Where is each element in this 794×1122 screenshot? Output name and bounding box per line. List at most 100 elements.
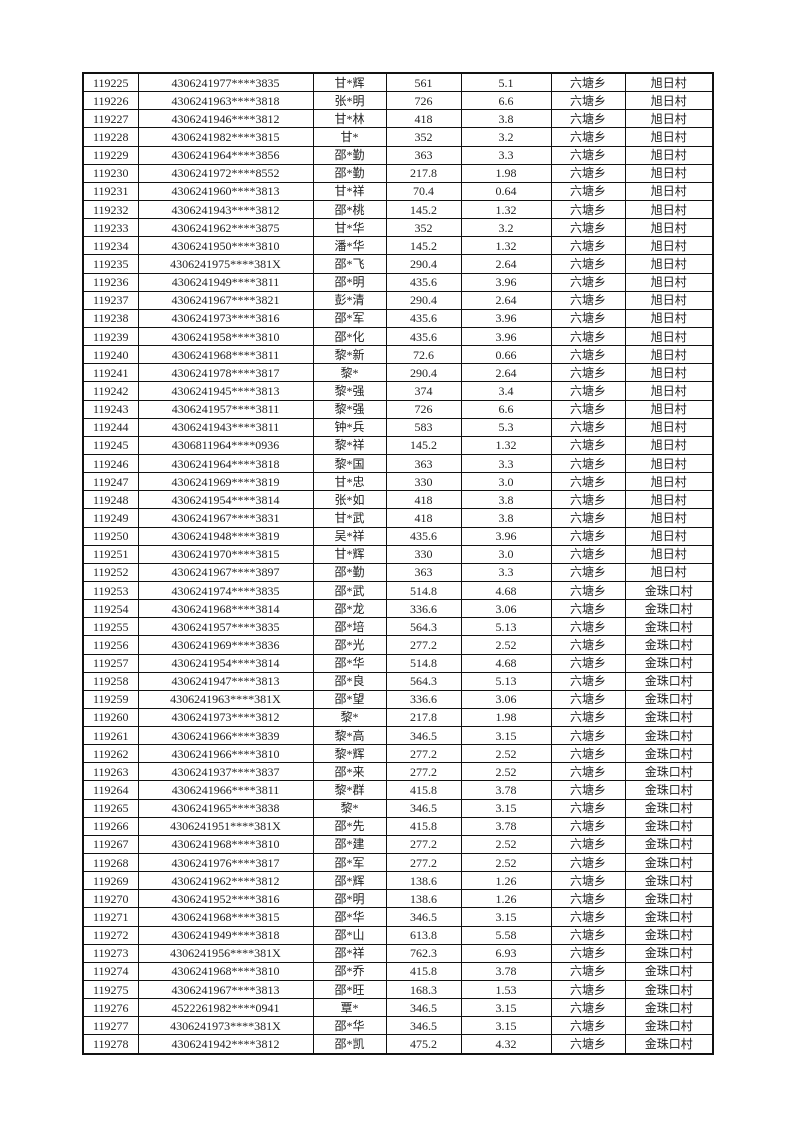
table-row: 119257 4306241954****3814 邵*华 514.8 4.68 六塘乡金… bbox=[82, 653, 714, 673]
village-cell: 金珠口村 bbox=[624, 907, 714, 927]
table-row: 119241 4306241978****3817 黎* 290.4 2.64 六塘乡 旭日… bbox=[82, 363, 714, 383]
village-cell: 金珠口村 bbox=[624, 1016, 714, 1036]
serial-number-cell: 119271 bbox=[82, 907, 139, 927]
amount-cell: 217.8 bbox=[385, 163, 462, 183]
village-cell: 旭日村 bbox=[624, 562, 714, 582]
village-cell: 旭日村 bbox=[624, 526, 714, 546]
amount-cell: 726 bbox=[385, 91, 462, 111]
id-card-cell: 4306241967****3821 bbox=[137, 290, 314, 310]
id-card-cell: 4306241968****3810 bbox=[137, 834, 314, 855]
amount-cell: 564.3 bbox=[385, 671, 462, 691]
village-cell: 旭日村 bbox=[624, 544, 714, 564]
amount-cell: 277.2 bbox=[385, 853, 462, 873]
id-card-cell: 4306241975****381X bbox=[137, 254, 314, 274]
amount-cell: 475.2 bbox=[385, 1034, 462, 1055]
id-card-cell: 4306241963****3818 bbox=[137, 91, 314, 111]
table-row: 119254 4306241968****3814 邵*龙 336.6 3.06 六塘乡金… bbox=[82, 599, 714, 619]
serial-number-cell: 119226 bbox=[82, 91, 139, 111]
id-card-cell: 4306241962****3812 bbox=[137, 871, 314, 891]
table-row: 119233 4306241962****3875 甘*华 352 3.2 六塘乡 旭日村 bbox=[82, 218, 714, 238]
township-cell: 六塘乡 bbox=[550, 599, 626, 619]
village-cell: 金珠口村 bbox=[624, 980, 714, 1000]
serial-number-cell: 119260 bbox=[82, 707, 139, 728]
table-row: 119242 4306241945****3813 黎*强 374 3.4 六塘乡 旭日村 bbox=[82, 381, 714, 401]
quantity-cell: 3.78 bbox=[460, 816, 552, 836]
township-cell: 六塘乡 bbox=[550, 635, 626, 655]
serial-number-cell: 119227 bbox=[82, 109, 139, 129]
village-cell: 金珠口村 bbox=[624, 816, 714, 836]
amount-cell: 346.5 bbox=[385, 726, 462, 746]
amount-cell: 168.3 bbox=[385, 980, 462, 1000]
amount-cell: 138.6 bbox=[385, 871, 462, 891]
quantity-cell: 3.78 bbox=[460, 780, 552, 800]
table-row: 119271 4306241968****3815 邵*华 346.5 3.15 六塘乡金… bbox=[82, 907, 714, 927]
village-cell: 金珠口村 bbox=[624, 653, 714, 673]
township-cell: 六塘乡 bbox=[550, 726, 626, 746]
serial-number-cell: 119252 bbox=[82, 562, 139, 582]
amount-cell: 418 bbox=[385, 508, 462, 528]
township-cell: 六塘乡 bbox=[550, 417, 626, 437]
id-card-cell: 4306241946****3812 bbox=[137, 109, 314, 129]
table-row: 119229 4306241964****3856 邵*勤 363 3.3 六塘乡 旭日村 bbox=[82, 145, 714, 165]
amount-cell: 290.4 bbox=[385, 254, 462, 274]
serial-number-cell: 119258 bbox=[82, 671, 139, 691]
quantity-cell: 1.32 bbox=[460, 435, 552, 455]
township-cell: 六塘乡 bbox=[550, 853, 626, 873]
id-card-cell: 4306241950****3810 bbox=[137, 236, 314, 256]
quantity-cell: 3.15 bbox=[460, 907, 552, 927]
village-cell: 金珠口村 bbox=[624, 726, 714, 746]
township-cell: 六塘乡 bbox=[550, 109, 626, 129]
village-cell: 旭日村 bbox=[624, 272, 714, 292]
quantity-cell: 3.0 bbox=[460, 472, 552, 492]
id-card-cell: 4306241970****3815 bbox=[137, 544, 314, 564]
village-cell: 金珠口村 bbox=[624, 635, 714, 655]
serial-number-cell: 119276 bbox=[82, 998, 139, 1018]
name-cell: 邵*军 bbox=[312, 308, 387, 328]
village-cell: 金珠口村 bbox=[624, 671, 714, 691]
serial-number-cell: 119246 bbox=[82, 453, 139, 474]
quantity-cell: 3.96 bbox=[460, 526, 552, 546]
quantity-cell: 6.6 bbox=[460, 91, 552, 111]
serial-number-cell: 119259 bbox=[82, 689, 139, 709]
amount-cell: 363 bbox=[385, 453, 462, 474]
village-cell: 金珠口村 bbox=[624, 780, 714, 800]
amount-cell: 290.4 bbox=[385, 363, 462, 383]
amount-cell: 217.8 bbox=[385, 707, 462, 728]
village-cell: 旭日村 bbox=[624, 163, 714, 183]
table-row: 119246 4306241964****3818 黎*国 363 3.3 六塘乡 旭日村 bbox=[82, 453, 714, 474]
village-cell: 旭日村 bbox=[624, 381, 714, 401]
village-cell: 旭日村 bbox=[624, 254, 714, 274]
village-cell: 旭日村 bbox=[624, 109, 714, 129]
id-card-cell: 4306241964****3856 bbox=[137, 145, 314, 165]
table-row: 119235 4306241975****381X 邵*飞 290.4 2.64 六塘乡旭… bbox=[82, 254, 714, 274]
amount-cell: 336.6 bbox=[385, 689, 462, 709]
id-card-cell: 4306241964****3818 bbox=[137, 453, 314, 474]
table-row: 119264 4306241966****3811 黎*群 415.8 3.78 六塘乡金… bbox=[82, 780, 714, 800]
serial-number-cell: 119245 bbox=[82, 435, 139, 455]
table-row: 119274 4306241968****3810 邵*乔 415.8 3.78 六塘乡金… bbox=[82, 961, 714, 982]
table-row: 119226 4306241963****3818 张*明 726 6.6 六塘乡 旭日村 bbox=[82, 91, 714, 111]
serial-number-cell: 119270 bbox=[82, 889, 139, 909]
name-cell: 邵*明 bbox=[312, 272, 387, 292]
township-cell: 六塘乡 bbox=[550, 871, 626, 891]
village-cell: 金珠口村 bbox=[624, 1034, 714, 1055]
quantity-cell: 3.3 bbox=[460, 453, 552, 474]
id-card-cell: 4306241963****381X bbox=[137, 689, 314, 709]
serial-number-cell: 119242 bbox=[82, 381, 139, 401]
quantity-cell: 2.64 bbox=[460, 363, 552, 383]
village-cell: 旭日村 bbox=[624, 453, 714, 474]
amount-cell: 346.5 bbox=[385, 998, 462, 1018]
table-row: 119261 4306241966****3839 黎*高 346.5 3.15 六塘乡金… bbox=[82, 726, 714, 746]
table-row: 119251 4306241970****3815 甘*辉 330 3.0 六塘乡 旭日村 bbox=[82, 544, 714, 564]
id-card-cell: 4306241957****3835 bbox=[137, 617, 314, 637]
township-cell: 六塘乡 bbox=[550, 780, 626, 800]
township-cell: 六塘乡 bbox=[550, 707, 626, 728]
township-cell: 六塘乡 bbox=[550, 145, 626, 165]
quantity-cell: 1.32 bbox=[460, 199, 552, 220]
township-cell: 六塘乡 bbox=[550, 980, 626, 1000]
serial-number-cell: 119244 bbox=[82, 417, 139, 437]
township-cell: 六塘乡 bbox=[550, 907, 626, 927]
name-cell: 邵*辉 bbox=[312, 871, 387, 891]
name-cell: 覃* bbox=[312, 998, 387, 1018]
township-cell: 六塘乡 bbox=[550, 91, 626, 111]
